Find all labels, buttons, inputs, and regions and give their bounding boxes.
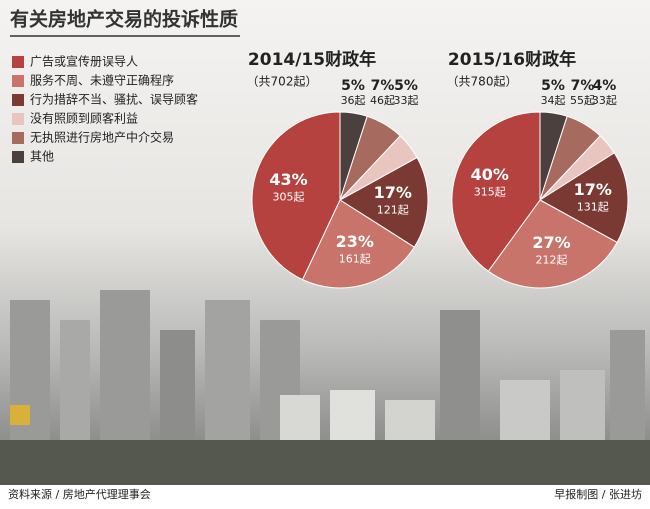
count-label: 305起 [272,190,304,203]
count-label: 315起 [474,186,506,199]
value-label: 4% [593,78,617,94]
count-label: 36起 [341,94,366,107]
count-label: 33起 [592,94,617,107]
legend-swatch [12,151,24,163]
pie-slice [487,199,618,289]
count-label: 46起 [370,94,395,107]
count-label: 161起 [339,253,371,266]
value-label: 17% [374,183,412,202]
count-label: 34起 [541,94,566,107]
count-label: 121起 [377,204,409,217]
legend-label: 服务不周、未遵守正确程序 [30,73,174,88]
pie-slice [251,111,341,281]
value-label: 43% [269,170,307,189]
legend-swatch [12,56,24,68]
legend-swatch [12,75,24,87]
pie-slice [301,199,415,289]
count-label: 212起 [536,254,568,267]
value-label: 7% [571,78,595,94]
pie-subtitle: （共780起） [447,75,518,89]
value-label: 5% [394,78,418,94]
pie-subtitle: （共702起） [247,75,318,89]
value-label: 7% [371,78,395,94]
pie-slice [539,152,629,244]
legend-swatch [12,94,24,106]
count-label: 131起 [577,200,609,213]
source: 资料来源 / 房地产代理理事会 [8,487,151,501]
value-label: 27% [532,233,570,252]
credit: 早报制图 / 张进坊 [554,487,642,501]
legend-label: 其他 [30,150,54,164]
legend-label: 广告或宣传册误导人 [30,54,138,69]
city-skyline [0,290,650,485]
legend-label: 无执照进行房地产中介交易 [30,130,174,145]
pie-slice [451,111,541,272]
value-label: 5% [341,78,365,94]
legend-label: 没有照顾到顾客利益 [30,111,138,126]
pie-slice [339,156,429,248]
value-label: 5% [541,78,565,94]
value-label: 23% [336,232,374,251]
count-label: 33起 [394,94,419,107]
value-label: 17% [574,180,612,199]
value-label: 40% [471,165,509,184]
footer-band [0,485,650,505]
title: 有关房地产交易的投诉性质 [10,8,238,31]
legend-swatch [12,132,24,144]
pie-title: 2014/15财政年 [248,49,376,70]
legend-swatch [12,113,24,125]
pie-title: 2015/16财政年 [448,49,576,70]
count-label: 55起 [570,94,595,107]
legend-label: 行为措辞不当、骚扰、误导顾客 [30,92,198,107]
